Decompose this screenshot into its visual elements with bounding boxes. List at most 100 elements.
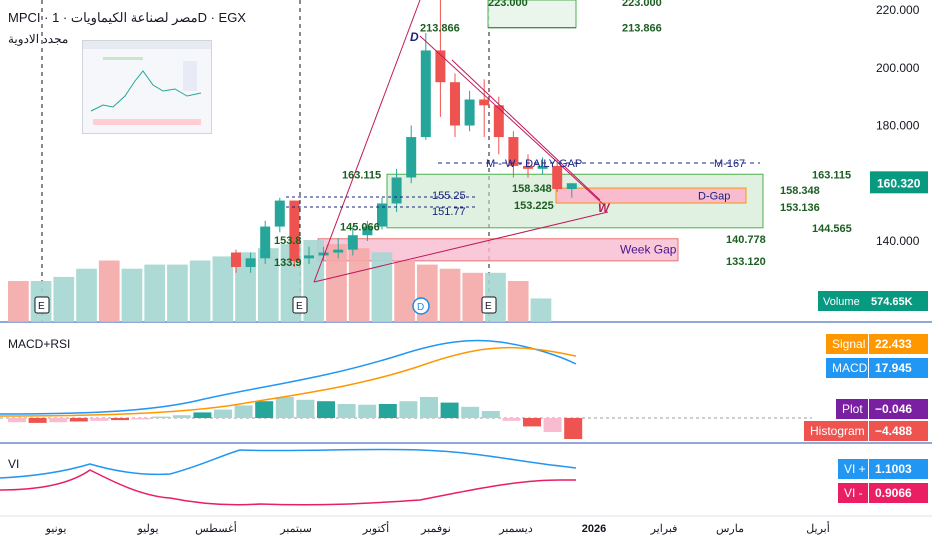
volume-badge <box>818 291 928 311</box>
time-axis-label: سبتمبر <box>279 523 312 535</box>
level-label: 153.8 <box>274 235 302 247</box>
time-axis-label: يوليو <box>136 523 158 535</box>
macd-label: MACD <box>832 361 868 375</box>
volume-bar <box>8 281 29 322</box>
candle-body <box>377 203 387 227</box>
event-marker <box>481 296 497 314</box>
trend-line <box>451 59 601 201</box>
symbol-title[interactable]: MPCI · مصر لصناعة الكيماويات · 1D · EGX <box>8 10 246 25</box>
thumbnail-image <box>83 41 211 133</box>
macd-line <box>0 339 577 415</box>
candle-body <box>566 183 577 190</box>
macd-histogram-bar <box>337 404 356 418</box>
candle-body <box>464 99 475 126</box>
level-label: 158.348 <box>780 185 820 197</box>
signal-value: 22.433 <box>875 337 912 351</box>
level-label: 163.115 <box>812 169 851 181</box>
candle-body <box>231 252 241 267</box>
volume-badge-value: 574.65K <box>871 296 913 308</box>
volume-bar <box>189 260 211 322</box>
time-axis-label: نوفمبر <box>420 523 451 535</box>
macd-value: 17.945 <box>875 361 912 375</box>
signal-value-box <box>869 334 928 354</box>
candle-body <box>391 177 402 204</box>
vi-pane-title[interactable]: VI <box>8 457 20 471</box>
macd-histogram-bar <box>523 418 541 427</box>
macd-histogram-bar <box>49 418 68 423</box>
level-label: 153.225 <box>514 200 554 212</box>
macd-histogram-bar <box>461 406 480 418</box>
candle-body <box>406 137 417 178</box>
trend-line <box>313 0 421 283</box>
vi-minus-label: VI - <box>844 486 863 500</box>
volume-bar <box>439 268 461 322</box>
histogram-label: Histogram <box>810 424 865 438</box>
level-label: 144.565 <box>812 223 852 235</box>
vi-plus-badge <box>838 459 868 479</box>
candle-body <box>537 165 548 169</box>
macd-histogram-bar <box>399 401 418 418</box>
d-gap-zone <box>555 187 747 204</box>
macd-histogram-bar <box>193 412 212 418</box>
d-gap-label: D-Gap <box>698 191 730 203</box>
macd-badge <box>826 358 868 378</box>
macd-histogram-bar <box>131 418 150 420</box>
macd-value-box <box>869 358 928 378</box>
time-axis-label: مارس <box>716 523 744 535</box>
event-marker-label: E <box>296 301 303 312</box>
level-label: 153.136 <box>780 202 820 214</box>
macd-histogram-bar <box>378 404 397 418</box>
volume-bar <box>257 248 279 322</box>
plot-value: −0.046 <box>875 402 912 416</box>
vi-plus-value: 1.1003 <box>875 462 912 476</box>
volume-bar <box>530 298 552 322</box>
candle-body <box>245 258 256 267</box>
macd-histogram-bar <box>440 402 459 418</box>
vi-plus-value-box <box>869 459 928 479</box>
wave-w-label: W <box>598 201 611 215</box>
current-price-label: 160.320 <box>877 176 921 190</box>
level-label: 133.120 <box>726 256 766 268</box>
level-label: 155.25 <box>432 190 466 202</box>
week-gap-label: Week Gap <box>620 243 677 257</box>
macd-histogram-bar <box>8 418 26 423</box>
level-label: 223.000 <box>622 0 662 9</box>
volume-bar <box>53 276 75 322</box>
vi-minus-badge <box>838 483 868 503</box>
candle-body <box>347 235 358 250</box>
level-label: 151.77 <box>432 206 466 218</box>
vi-minus-line <box>0 469 576 506</box>
macd-histogram-bar <box>564 418 583 439</box>
macd-histogram-bar <box>152 416 171 418</box>
macd-histogram-bar <box>317 401 335 418</box>
level-label: 133.9 <box>274 257 302 269</box>
event-marker <box>292 296 308 314</box>
volume-bar <box>98 260 120 322</box>
macd-pane-title[interactable]: MACD+RSI <box>8 337 71 351</box>
macd-histogram-bar <box>172 415 191 418</box>
symbol-subtitle: مجدد الادوية <box>8 32 69 46</box>
volume-bar <box>462 272 484 322</box>
event-marker-label: E <box>38 301 45 312</box>
m-w-daily-gap-label: M - W - DAILY GAP <box>486 158 582 170</box>
macd-histogram-bar <box>502 418 521 421</box>
volume-bar <box>371 252 393 322</box>
level-label: 213.866 <box>622 23 662 35</box>
candle-body <box>552 165 563 190</box>
price-tick: 180.000 <box>876 119 920 133</box>
candle-body <box>508 137 519 166</box>
macd-histogram-bar <box>214 409 232 418</box>
time-axis-label: أغسطس <box>195 521 237 535</box>
trend-line <box>313 211 609 283</box>
macd-histogram-bar <box>358 404 377 418</box>
price-tick: 200.000 <box>876 61 920 75</box>
dividend-marker-label: D <box>417 302 424 313</box>
volume-bar <box>144 264 166 322</box>
volume-bar <box>507 281 529 322</box>
volume-bar <box>167 264 188 322</box>
macd-histogram-bar <box>481 411 500 418</box>
event-marker <box>34 296 50 314</box>
macd-histogram-bar <box>543 418 562 432</box>
dividend-marker <box>412 297 430 315</box>
